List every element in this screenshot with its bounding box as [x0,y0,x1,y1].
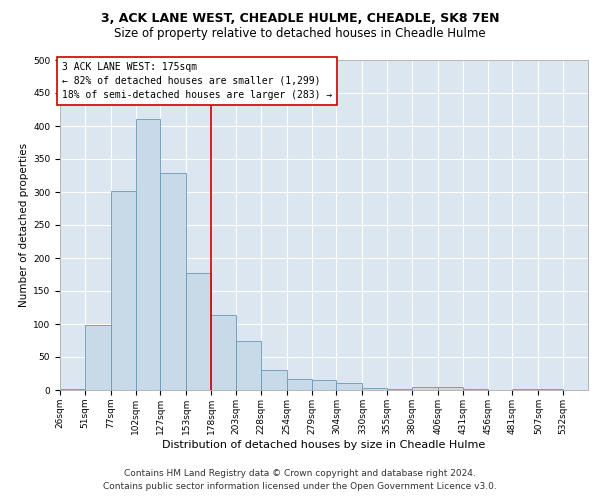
Bar [387,388,412,390]
Bar [236,340,261,390]
Bar [186,272,211,390]
Bar [60,388,85,390]
Y-axis label: Number of detached properties: Number of detached properties [19,143,29,307]
Bar [438,386,463,390]
Text: 3 ACK LANE WEST: 175sqm
← 82% of detached houses are smaller (1,299)
18% of semi: 3 ACK LANE WEST: 175sqm ← 82% of detache… [62,62,332,100]
Bar [111,190,136,390]
Text: 3, ACK LANE WEST, CHEADLE HULME, CHEADLE, SK8 7EN: 3, ACK LANE WEST, CHEADLE HULME, CHEADLE… [101,12,499,26]
Text: Size of property relative to detached houses in Cheadle Hulme: Size of property relative to detached ho… [114,28,486,40]
Bar [160,173,186,390]
X-axis label: Distribution of detached houses by size in Cheadle Hulme: Distribution of detached houses by size … [163,440,485,450]
Bar [287,380,311,390]
Bar [211,316,236,390]
Bar [512,388,538,390]
Text: Contains public sector information licensed under the Open Government Licence v3: Contains public sector information licen… [103,482,497,491]
Bar [136,118,160,390]
Bar [311,380,337,390]
Bar [362,388,387,390]
Text: Contains HM Land Registry data © Crown copyright and database right 2024.: Contains HM Land Registry data © Crown c… [124,468,476,477]
Bar [85,324,111,390]
Bar [261,370,287,390]
Bar [412,386,438,390]
Bar [337,384,362,390]
